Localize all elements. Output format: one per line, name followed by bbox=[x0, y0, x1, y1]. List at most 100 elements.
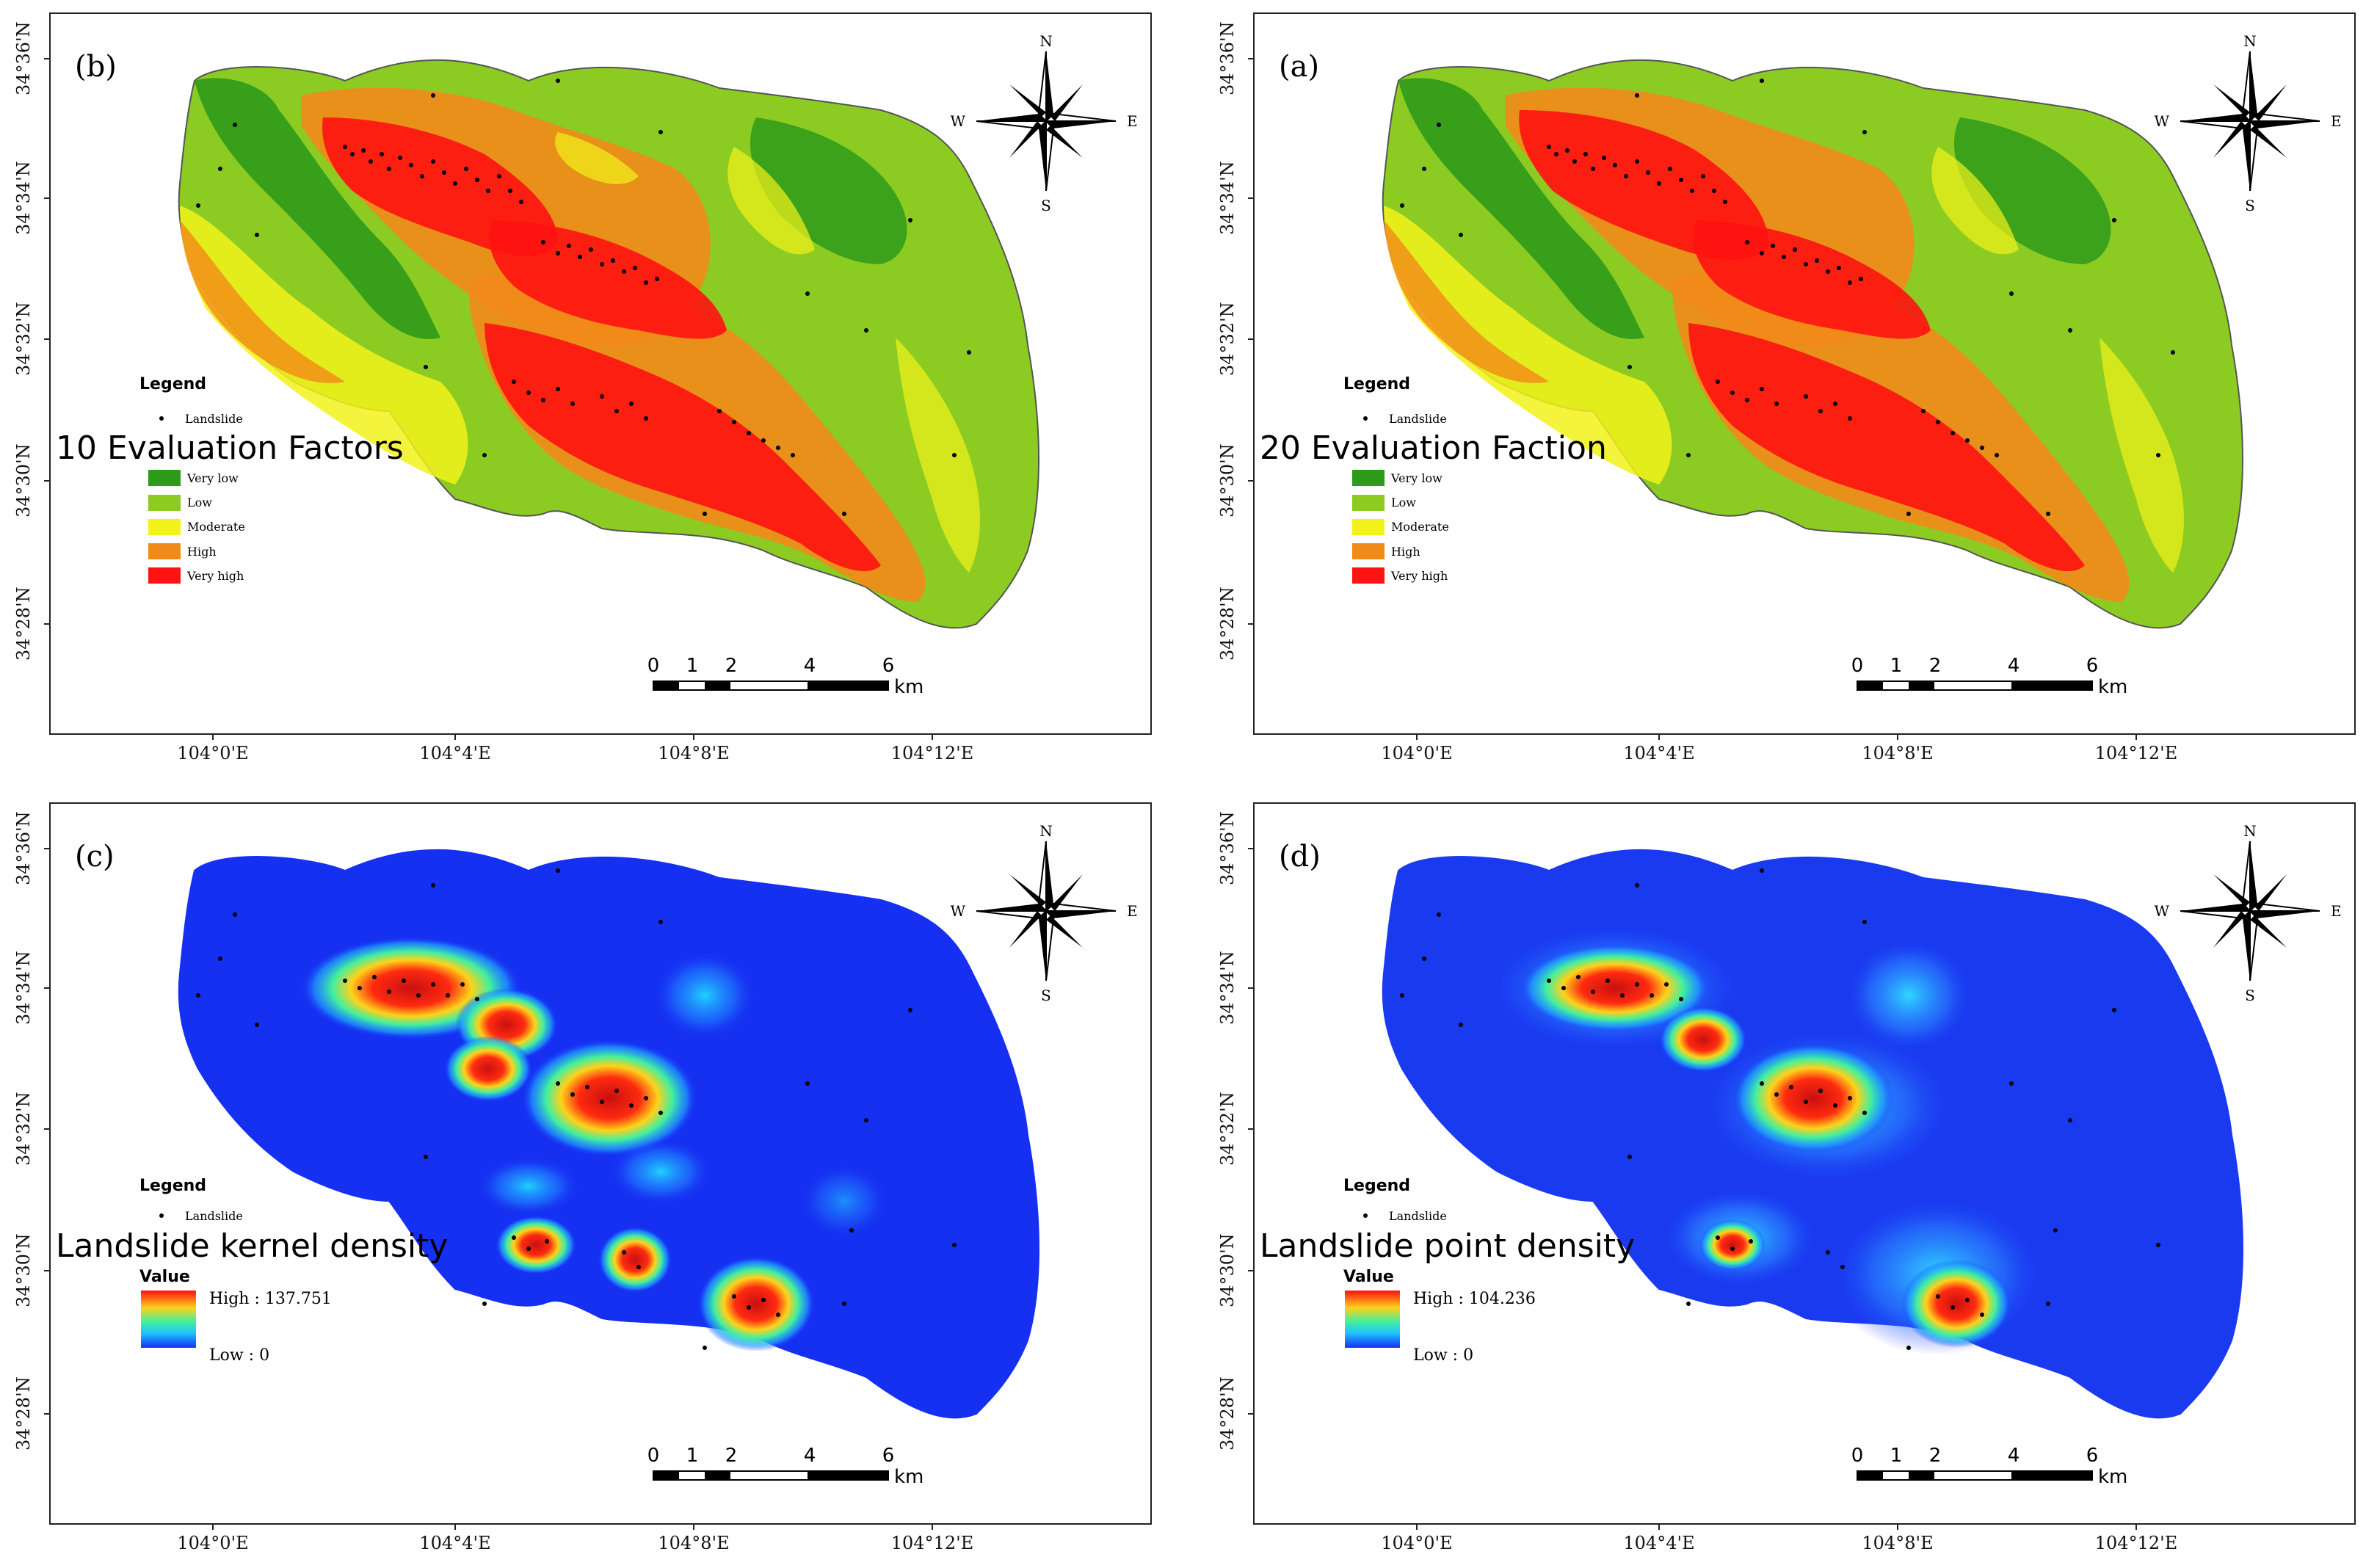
svg-text:2: 2 bbox=[1929, 1445, 1942, 1467]
study-area-susceptibility bbox=[178, 59, 1039, 629]
svg-text:N: N bbox=[1039, 822, 1053, 840]
lat-label: 34°28'N bbox=[13, 587, 34, 661]
legend-class-label: Low bbox=[1391, 496, 1416, 509]
map-c: 34°36'N 34°34'N 34°32'N 34°30'N 34°28'N … bbox=[13, 802, 1152, 1553]
lat-label: 34°34'N bbox=[13, 161, 34, 235]
svg-text:6: 6 bbox=[882, 1445, 895, 1467]
legend-class-label: Very high bbox=[186, 569, 244, 583]
svg-text:1: 1 bbox=[1890, 1445, 1903, 1467]
lon-label: 104°12'E bbox=[891, 743, 973, 763]
lat-axis: 34°36'N 34°34'N 34°32'N 34°30'N 34°28'N bbox=[13, 21, 50, 661]
panel-c: 34°36'N 34°34'N 34°32'N 34°30'N 34°28'N … bbox=[0, 790, 1182, 1568]
svg-text:0: 0 bbox=[647, 655, 660, 677]
lon-label: 104°4'E bbox=[1623, 1533, 1694, 1553]
legend-class-label: High bbox=[1391, 545, 1420, 559]
lon-label: 104°12'E bbox=[2095, 1533, 2177, 1553]
svg-text:2: 2 bbox=[725, 655, 738, 677]
svg-text:S: S bbox=[1041, 197, 1051, 214]
lon-axis: 104°0'E 104°4'E 104°8'E 104°12'E bbox=[1381, 734, 2177, 763]
svg-text:2: 2 bbox=[725, 1445, 738, 1467]
lat-label: 34°36'N bbox=[1217, 21, 1238, 95]
lat-label: 34°36'N bbox=[13, 21, 34, 95]
map-b: 34°36'N 34°34'N 34°32'N 34°30'N 34°28'N … bbox=[13, 12, 1152, 763]
lon-label: 104°0'E bbox=[177, 743, 248, 763]
svg-text:1: 1 bbox=[686, 1445, 699, 1467]
landslide-points bbox=[1400, 868, 2160, 1350]
svg-text:E: E bbox=[2331, 902, 2342, 920]
legend: Legend Landslide Landslide kernel densit… bbox=[56, 1177, 448, 1365]
legend-class-label: Moderate bbox=[187, 520, 245, 534]
legend-class-label: Very low bbox=[1390, 471, 1442, 485]
lon-label: 104°12'E bbox=[2095, 743, 2177, 763]
lon-label: 104°4'E bbox=[419, 743, 490, 763]
value-title: Value bbox=[1343, 1268, 1394, 1286]
panel-label: (a) bbox=[1279, 50, 1319, 84]
legend-title: Legend bbox=[139, 1177, 206, 1195]
legend-landslide-label: Landslide bbox=[185, 412, 243, 426]
legend: Legend Landslide 10 Evaluation Factors V… bbox=[56, 375, 404, 584]
lon-label: 104°0'E bbox=[177, 1533, 248, 1553]
lon-label: 104°4'E bbox=[1623, 743, 1694, 763]
lon-label: 104°0'E bbox=[1381, 743, 1452, 763]
value-ramp bbox=[141, 1291, 196, 1348]
legend-swatch-low bbox=[148, 495, 181, 511]
landslide-legend-icon bbox=[1363, 416, 1368, 421]
svg-text:S: S bbox=[2245, 987, 2255, 1004]
north-arrow-icon: N S E W bbox=[950, 32, 1137, 214]
svg-text:W: W bbox=[950, 112, 965, 130]
study-area-density bbox=[1382, 849, 2243, 1419]
panel-big-title: 20 Evaluation Faction bbox=[1260, 429, 1607, 467]
lat-label: 34°30'N bbox=[1217, 1233, 1238, 1307]
svg-text:1: 1 bbox=[1890, 655, 1903, 677]
svg-text:S: S bbox=[1041, 987, 1051, 1004]
landslide-legend-icon bbox=[159, 416, 164, 421]
svg-text:N: N bbox=[1039, 32, 1053, 50]
svg-text:N: N bbox=[2243, 822, 2257, 840]
legend-swatch-very-high bbox=[1352, 567, 1385, 584]
legend-class-label: High bbox=[187, 545, 217, 559]
legend-landslide-label: Landslide bbox=[1389, 412, 1447, 426]
svg-text:km: km bbox=[2098, 1466, 2127, 1488]
panel-big-title: Landslide kernel density bbox=[56, 1227, 448, 1265]
value-low: Low : 0 bbox=[1413, 1346, 1473, 1365]
svg-text:6: 6 bbox=[2086, 1445, 2099, 1467]
legend-landslide-label: Landslide bbox=[1389, 1209, 1447, 1223]
legend-swatch-high bbox=[148, 543, 181, 559]
lon-label: 104°8'E bbox=[658, 743, 729, 763]
legend-swatch-moderate bbox=[148, 519, 181, 535]
svg-text:km: km bbox=[894, 676, 923, 698]
svg-text:E: E bbox=[1127, 902, 1138, 920]
lon-axis: 104°0'E 104°4'E 104°8'E 104°12'E bbox=[177, 1524, 973, 1553]
lat-label: 34°34'N bbox=[13, 951, 34, 1025]
lat-label: 34°30'N bbox=[13, 443, 34, 518]
svg-text:W: W bbox=[2154, 112, 2169, 130]
legend-swatch-very-high bbox=[148, 567, 181, 584]
legend-title: Legend bbox=[1343, 1177, 1410, 1195]
lon-label: 104°8'E bbox=[1862, 1533, 1933, 1553]
lat-label: 34°30'N bbox=[13, 1233, 34, 1307]
lon-label: 104°8'E bbox=[658, 1533, 729, 1553]
lon-label: 104°4'E bbox=[419, 1533, 490, 1553]
lat-axis: 34°36'N 34°34'N 34°32'N 34°30'N 34°28'N bbox=[13, 811, 50, 1451]
lat-label: 34°32'N bbox=[13, 1092, 34, 1166]
legend-class-label: Very low bbox=[186, 471, 239, 485]
legend-class-label: Very high bbox=[1390, 569, 1448, 583]
svg-text:4: 4 bbox=[804, 1445, 816, 1467]
panel-big-title: Landslide point density bbox=[1260, 1227, 1635, 1265]
panel-label: (b) bbox=[75, 50, 117, 84]
svg-text:1: 1 bbox=[686, 655, 699, 677]
legend-title: Legend bbox=[1343, 375, 1410, 393]
svg-text:0: 0 bbox=[1851, 655, 1864, 677]
landslide-legend-icon bbox=[159, 1213, 164, 1218]
svg-text:km: km bbox=[2098, 676, 2127, 698]
svg-text:km: km bbox=[894, 1466, 923, 1488]
lon-axis: 104°0'E 104°4'E 104°8'E 104°12'E bbox=[177, 734, 973, 763]
lat-label: 34°28'N bbox=[13, 1376, 34, 1451]
north-arrow-icon: N S E W bbox=[950, 822, 1137, 1004]
lat-label: 34°34'N bbox=[1217, 951, 1238, 1025]
legend-swatch-high bbox=[1352, 543, 1385, 559]
lat-label: 34°36'N bbox=[1217, 811, 1238, 885]
legend-class-label: Moderate bbox=[1391, 520, 1449, 534]
scale-bar: 0 1 2 4 6 km bbox=[1851, 655, 2128, 698]
svg-text:E: E bbox=[1127, 112, 1138, 130]
